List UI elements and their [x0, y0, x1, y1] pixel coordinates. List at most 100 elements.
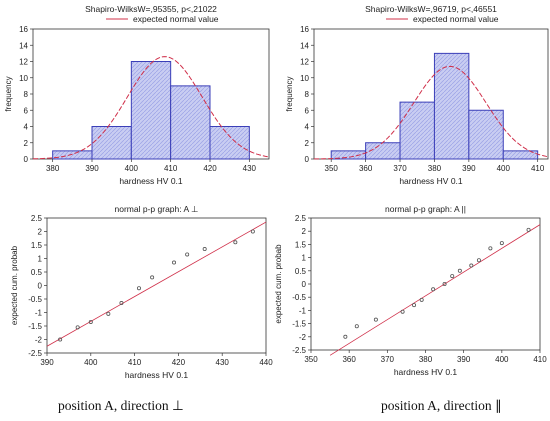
y-tick-label: -1	[299, 306, 307, 315]
y-axis-label: frequency	[4, 76, 13, 111]
plot-frame	[310, 217, 541, 351]
y-tick-label: 2.5	[31, 214, 43, 223]
y-tick-label: 12	[19, 58, 28, 67]
x-tick-label: 430	[243, 164, 257, 173]
histogram-left: Shapiro-WilksW=,95355, p<,21022expected …	[4, 4, 270, 186]
expected-normal-curve	[32, 56, 270, 160]
y-tick-label: 0	[24, 155, 29, 164]
data-point	[476, 258, 481, 263]
x-tick-label: 390	[457, 355, 471, 364]
x-axis-label: hardness HV 0.1	[125, 370, 189, 380]
chart-title: Shapiro-WilksW=,96719, p<,46551	[365, 4, 497, 14]
y-tick-label: -0.5	[292, 293, 306, 302]
data-point	[419, 297, 424, 302]
plot-frame	[46, 217, 267, 354]
data-point	[250, 229, 255, 234]
histogram-bar	[170, 85, 211, 160]
histogram-bar	[91, 126, 132, 160]
x-tick-label: 420	[172, 358, 186, 367]
y-tick-label: 4	[24, 123, 29, 132]
y-tick-label: -2	[299, 333, 307, 342]
pp-plot-right: normal p-p graph: A || 350 360 370 380 390 400…	[274, 204, 547, 377]
y-tick-label: 12	[300, 58, 309, 67]
data-point	[172, 260, 177, 265]
data-point	[400, 309, 405, 314]
y-tick-label: 14	[19, 41, 28, 50]
x-tick-label: 440	[259, 358, 273, 367]
data-point	[469, 263, 474, 268]
data-point	[354, 324, 359, 329]
data-point	[343, 334, 348, 339]
histogram-bar	[209, 126, 250, 160]
x-tick-label: 380	[46, 164, 60, 173]
reference-line	[329, 224, 541, 356]
data-point	[488, 246, 493, 251]
x-tick-label: 400	[495, 355, 509, 364]
data-point	[75, 325, 80, 330]
histogram-bar	[433, 52, 470, 160]
x-axis-label: hardness HV 0.1	[399, 176, 463, 186]
y-tick-label: 16	[300, 25, 309, 34]
x-tick-label: 400	[125, 164, 139, 173]
histogram-bar	[399, 101, 435, 160]
histogram-bar	[468, 109, 504, 160]
reference-line	[46, 221, 267, 347]
x-tick-label: 390	[85, 164, 99, 173]
y-tick-label: 1	[38, 255, 43, 264]
data-point	[233, 240, 238, 245]
x-axis-label: hardness HV 0.1	[394, 367, 458, 377]
caption-right: position A, direction ∥	[381, 398, 502, 413]
x-tick-label: 360	[359, 164, 373, 173]
data-point	[58, 337, 63, 342]
y-tick-label: 6	[24, 106, 29, 115]
legend-label: expected normal value	[413, 14, 499, 24]
data-point	[185, 252, 190, 257]
data-point	[373, 317, 378, 322]
x-tick-label: 350	[325, 164, 339, 173]
legend-label: expected normal value	[133, 14, 219, 24]
x-tick-label: 410	[533, 355, 547, 364]
histogram-bar	[52, 150, 93, 160]
data-point	[442, 281, 447, 286]
data-point	[412, 303, 417, 308]
y-tick-label: 2	[24, 139, 29, 148]
y-tick-label: -1.5	[28, 322, 42, 331]
histogram-right: Shapiro-WilksW=,96719, p<,46551expected …	[285, 4, 549, 186]
histogram-bar	[130, 61, 172, 160]
x-tick-label: 370	[381, 355, 395, 364]
y-tick-label: -1.5	[292, 320, 306, 329]
x-tick-label: 360	[342, 355, 356, 364]
chart-title: Shapiro-WilksW=,95355, p<,21022	[85, 4, 217, 14]
data-point	[88, 319, 93, 324]
data-point	[106, 311, 111, 316]
y-tick-label: 16	[19, 25, 28, 34]
y-tick-label: -2.5	[292, 346, 306, 355]
y-tick-label: 6	[305, 106, 310, 115]
x-axis-label: hardness HV 0.1	[119, 176, 183, 186]
y-tick-label: 14	[300, 41, 309, 50]
y-tick-label: 2.5	[295, 214, 307, 223]
histogram-bar	[502, 150, 539, 160]
y-tick-label: 0	[38, 282, 43, 291]
y-tick-label: 8	[24, 90, 29, 99]
x-tick-label: 410	[164, 164, 178, 173]
y-tick-label: 10	[19, 74, 28, 83]
x-tick-label: 390	[462, 164, 476, 173]
y-tick-label: 4	[305, 123, 310, 132]
x-tick-label: 350	[304, 355, 318, 364]
data-point	[450, 274, 455, 279]
y-tick-label: 1.5	[31, 241, 43, 250]
y-tick-label: 10	[300, 74, 309, 83]
y-tick-label: 0	[302, 280, 307, 289]
x-tick-label: 410	[128, 358, 142, 367]
expected-normal-curve	[313, 65, 549, 160]
caption-left: position A, direction ⊥	[58, 398, 184, 413]
y-tick-label: -0.5	[28, 295, 42, 304]
x-tick-label: 430	[216, 358, 230, 367]
x-tick-label: 370	[393, 164, 407, 173]
y-axis-label: expected cum. probab	[10, 245, 19, 325]
y-tick-label: 1.5	[295, 240, 307, 249]
data-point	[457, 268, 462, 273]
x-tick-label: 380	[428, 164, 442, 173]
